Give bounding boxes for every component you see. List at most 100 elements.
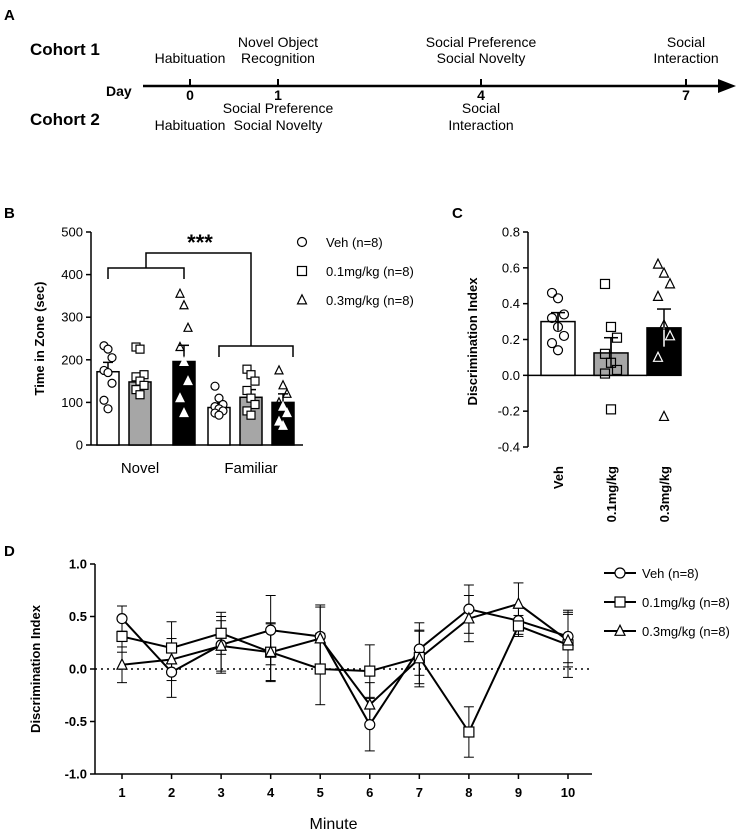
data-point xyxy=(605,357,617,368)
cohort-2-event: Interaction xyxy=(448,117,513,133)
data-point xyxy=(246,410,256,420)
data-point xyxy=(652,289,664,301)
x-tick-label: 2 xyxy=(168,785,175,800)
y-tick-label: 0.2 xyxy=(502,332,520,347)
timeline-days: 0 Habituation Habituation 1 Novel ObjectReco… xyxy=(155,34,719,133)
y-axis-title: Time in Zone (sec) xyxy=(32,282,47,396)
x-tick-label: 8 xyxy=(465,785,472,800)
data-point xyxy=(562,633,574,646)
data-point xyxy=(165,652,178,665)
data-point xyxy=(107,378,117,388)
data-point xyxy=(242,385,252,396)
x-tick-label: 4 xyxy=(267,785,275,800)
data-point xyxy=(552,345,564,356)
legend-marker xyxy=(296,236,308,248)
data-point xyxy=(558,330,570,342)
data-point xyxy=(611,332,623,343)
legend-marker xyxy=(296,293,308,305)
panel-c-bar-chart: C -0.4 -0.2 0.0 0.2 0.4 0.6 0.8 Discrimination … xyxy=(452,205,682,522)
data-point xyxy=(210,381,220,391)
data-point xyxy=(179,407,189,418)
data-point xyxy=(274,364,284,375)
data-point xyxy=(599,368,611,379)
legend-label: 0.1mg/kg (n=8) xyxy=(642,595,730,610)
data-point xyxy=(652,257,664,269)
legend-marker xyxy=(614,623,626,636)
series-line xyxy=(121,608,569,727)
data-point xyxy=(463,726,475,738)
cohort-2-event: Social Novelty xyxy=(234,117,323,133)
cohort-1-event: Social Novelty xyxy=(437,50,526,66)
data-point xyxy=(99,395,109,405)
data-point xyxy=(139,380,149,390)
data-point xyxy=(605,321,617,333)
data-point xyxy=(658,410,670,422)
panel-d-line-chart: D -1.0 -0.5 0.0 0.5 1.0 1 2 3 4 5 6 7 8 9 10 Discrimina… xyxy=(4,543,730,833)
data-point xyxy=(274,415,284,426)
y-tick-label: -0.4 xyxy=(498,440,520,455)
data-point xyxy=(165,642,178,654)
data-point xyxy=(605,404,617,415)
y-tick-label: 0.8 xyxy=(502,225,520,240)
data-point xyxy=(314,663,326,675)
data-point xyxy=(552,293,564,304)
data-point xyxy=(175,392,185,403)
data-point xyxy=(278,419,288,430)
data-point xyxy=(214,410,224,420)
data-point xyxy=(103,404,113,414)
data-point xyxy=(103,367,113,378)
legend-marker xyxy=(614,567,626,579)
data-point xyxy=(664,277,676,289)
y-tick-label: -1.0 xyxy=(65,767,87,782)
bar xyxy=(172,360,196,446)
y-tick-label: 400 xyxy=(61,267,83,282)
data-point xyxy=(215,627,227,639)
data-point xyxy=(165,666,178,678)
legend-label: Veh (n=8) xyxy=(642,566,699,581)
y-tick-label: 1.0 xyxy=(69,557,87,572)
data-point xyxy=(546,287,558,299)
timeline-day-number: 7 xyxy=(682,87,690,103)
data-point xyxy=(250,399,260,410)
data-point xyxy=(599,278,611,290)
day-label: Day xyxy=(106,83,132,99)
data-point xyxy=(215,638,228,651)
data-point xyxy=(116,612,128,625)
cohort-2-event: Habituation xyxy=(155,117,226,133)
data-point xyxy=(611,364,623,376)
legend-marker xyxy=(614,596,626,608)
cohort-2-label: Cohort 2 xyxy=(30,110,100,129)
legend-label: 0.3mg/kg (n=8) xyxy=(642,624,730,639)
panel-b-bar-chart: B 0 100 200 300 400 500 Time in Zone (sec) Nove… xyxy=(4,205,414,477)
data-point xyxy=(552,321,564,333)
x-category-label: Veh xyxy=(551,466,566,489)
data-point xyxy=(282,407,292,418)
panel-label-b: B xyxy=(4,205,15,222)
data-point xyxy=(413,651,426,664)
series-line xyxy=(121,602,569,707)
data-point xyxy=(107,353,117,363)
x-category-label: 0.1mg/kg xyxy=(604,466,619,522)
timeline-day-number: 0 xyxy=(186,87,194,103)
familiar-bracket xyxy=(218,345,294,357)
significance-stars: *** xyxy=(187,230,213,255)
legend-label: 0.1mg/kg (n=8) xyxy=(326,264,414,279)
data-point xyxy=(512,620,525,632)
data-point xyxy=(278,400,288,411)
cohort-2-event: Social Preference xyxy=(223,100,334,116)
y-tick-label: 0.0 xyxy=(69,662,87,677)
data-point xyxy=(175,341,185,352)
data-point xyxy=(175,287,185,298)
x-tick-label: 1 xyxy=(118,785,125,800)
data-point xyxy=(664,329,676,341)
timeline-arrowhead xyxy=(718,79,736,93)
y-tick-label: -0.2 xyxy=(498,404,520,419)
data-point xyxy=(265,624,277,636)
data-point xyxy=(546,312,558,324)
y-tick-label: 0.0 xyxy=(502,368,520,383)
y-tick-label: 0.5 xyxy=(69,609,87,624)
x-category-label: Familiar xyxy=(224,460,277,477)
data-point xyxy=(183,321,193,332)
data-point xyxy=(364,719,376,731)
